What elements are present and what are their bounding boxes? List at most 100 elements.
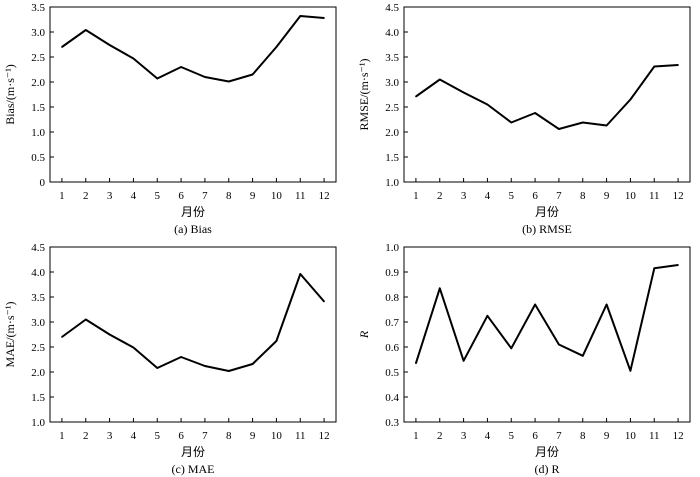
data-point — [323, 17, 325, 19]
data-point — [204, 365, 206, 367]
data-point — [108, 44, 111, 46]
data-point — [84, 29, 87, 31]
data-point — [299, 15, 302, 17]
x-tick-label: 4 — [485, 430, 491, 442]
x-tick-label: 6 — [532, 190, 538, 202]
data-point — [275, 46, 278, 48]
x-tick-label: 10 — [271, 190, 283, 202]
x-tick-label: 11 — [649, 190, 660, 202]
y-tick-label: 4.0 — [31, 267, 45, 279]
x-tick-label: 3 — [461, 190, 467, 202]
y-axis-title: MAE/(m·s⁻¹) — [3, 302, 17, 368]
x-tick-label: 9 — [250, 430, 256, 442]
data-point — [132, 57, 135, 60]
data-point — [653, 65, 656, 68]
data-point — [251, 363, 254, 365]
data-point — [486, 314, 489, 317]
y-tick-label: 2.0 — [31, 367, 45, 379]
x-tick-label: 5 — [155, 190, 161, 202]
x-tick-label: 4 — [485, 190, 491, 202]
x-tick-label: 10 — [625, 430, 637, 442]
data-point — [653, 267, 656, 270]
x-tick-label: 9 — [250, 190, 256, 202]
data-point — [227, 370, 230, 372]
data-point — [61, 336, 63, 338]
x-axis-title: 月份 — [535, 205, 559, 219]
x-tick-label: 3 — [461, 430, 467, 442]
y-axis-title: RMSE/(m·s⁻¹) — [357, 59, 371, 131]
data-point — [510, 347, 513, 350]
y-tick-label: 2.5 — [31, 52, 45, 64]
y-tick-label: 0.9 — [385, 267, 399, 279]
x-tick-label: 9 — [604, 430, 610, 442]
x-tick-label: 5 — [155, 430, 161, 442]
x-tick-label: 2 — [83, 430, 89, 442]
y-tick-label: 2.0 — [31, 77, 45, 89]
data-point — [462, 359, 465, 362]
data-point — [204, 76, 206, 78]
y-tick-label: 0.8 — [385, 292, 399, 304]
y-tick-label: 0 — [40, 177, 46, 189]
y-tick-label: 1.0 — [385, 177, 399, 189]
x-tick-label: 2 — [83, 190, 89, 202]
x-tick-label: 8 — [580, 430, 586, 442]
data-point — [462, 91, 465, 94]
y-tick-label: 3.5 — [31, 2, 45, 14]
data-point — [84, 318, 87, 321]
y-tick-label: 0.5 — [385, 367, 399, 379]
x-tick-label: 9 — [604, 190, 610, 202]
y-tick-label: 1.0 — [31, 417, 45, 429]
data-point — [180, 66, 182, 68]
x-tick-label: 1 — [59, 190, 65, 202]
panel-caption: (d) R — [535, 462, 560, 476]
data-point — [132, 346, 135, 349]
data-point — [558, 128, 560, 130]
chart-panel-4: 0.30.40.50.60.70.80.91.01 2 3 4 5 6 7 8 9 10 11 12月… — [357, 242, 691, 476]
x-axis-title: 月份 — [181, 445, 205, 459]
x-tick-label: 11 — [649, 430, 660, 442]
y-tick-label: 2.0 — [385, 127, 399, 139]
x-axis-title: 月份 — [181, 205, 205, 219]
chart-panel-2: 1.01.52.02.53.03.54.04.51 2 3 4 5 6 7 8 9 10 11 12月… — [357, 2, 691, 236]
data-point — [438, 78, 441, 81]
data-point — [677, 64, 679, 66]
data-point — [605, 303, 608, 306]
x-tick-label: 11 — [295, 430, 306, 442]
y-tick-label: 4.0 — [385, 27, 399, 39]
y-tick-label: 0.7 — [385, 317, 399, 329]
plot-frame — [49, 6, 337, 183]
data-point — [534, 112, 536, 114]
x-tick-label: 12 — [319, 190, 330, 202]
data-point — [558, 343, 560, 346]
y-tick-label: 1.5 — [31, 392, 45, 404]
x-tick-label: 4 — [131, 190, 137, 202]
y-tick-label: 1.5 — [385, 152, 399, 164]
panel-caption: (a) Bias — [174, 222, 212, 236]
x-tick-label: 7 — [556, 190, 562, 202]
data-point — [415, 362, 417, 365]
x-axis-title: 月份 — [535, 445, 559, 459]
data-point — [629, 369, 632, 372]
plot-frame — [49, 246, 337, 423]
x-tick-label: 6 — [532, 430, 538, 442]
x-tick-label: 6 — [178, 430, 184, 442]
y-tick-label: 1.0 — [31, 127, 45, 139]
x-tick-label: 12 — [673, 430, 684, 442]
x-tick-label: 7 — [202, 190, 208, 202]
y-tick-label: 0.5 — [31, 152, 45, 164]
y-tick-label: 2.5 — [31, 342, 45, 354]
x-tick-label: 5 — [509, 190, 515, 202]
panel-caption: (c) MAE — [172, 462, 215, 476]
x-tick-label: 12 — [319, 430, 330, 442]
x-tick-label: 8 — [226, 430, 232, 442]
data-point — [581, 354, 584, 357]
y-tick-label: 0.3 — [385, 417, 399, 429]
x-tick-label: 1 — [59, 430, 65, 442]
chart-panel-1: 00.51.01.52.02.53.03.51 2 3 4 5 6 7 8 9 10 11 12月份B… — [3, 2, 337, 236]
data-point — [438, 287, 441, 290]
x-tick-label: 7 — [202, 430, 208, 442]
plot-frame — [403, 246, 691, 423]
x-tick-label: 12 — [673, 190, 684, 202]
data-point — [61, 46, 63, 48]
data-point — [605, 124, 608, 127]
